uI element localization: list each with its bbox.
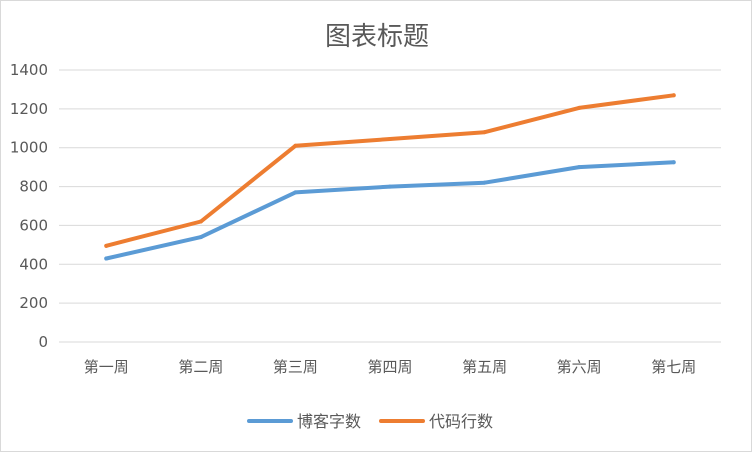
chart-title: 图表标题 xyxy=(325,22,429,52)
legend-label: 代码行数 xyxy=(429,412,493,431)
x-tick-label: 第七周 xyxy=(651,358,696,376)
series-lines xyxy=(104,93,676,261)
y-tick-label: 200 xyxy=(19,294,48,312)
data-point xyxy=(198,219,203,224)
y-tick-label: 400 xyxy=(19,255,48,273)
y-tick-label: 1000 xyxy=(10,139,48,157)
data-point xyxy=(388,184,392,189)
series-line-0 xyxy=(104,160,676,261)
data-point xyxy=(104,243,109,248)
x-tick-label: 第三周 xyxy=(273,358,318,376)
x-tick-label: 第五周 xyxy=(462,358,507,376)
x-tick-label: 第四周 xyxy=(367,358,412,376)
x-tick-label: 第六周 xyxy=(557,358,602,376)
x-tick-label: 第一周 xyxy=(84,358,129,376)
data-point xyxy=(671,93,676,98)
data-point xyxy=(482,130,487,135)
data-point xyxy=(388,136,392,141)
x-axis-ticks: 第一周 第二周 第三周 第四周 第五周 第六周 第七周 xyxy=(84,358,696,376)
legend-label: 博客字数 xyxy=(297,412,361,431)
y-tick-label: 1200 xyxy=(10,100,48,118)
y-tick-label: 800 xyxy=(19,178,48,196)
y-axis-ticks: 0 200 400 600 800 1000 1200 1400 xyxy=(10,61,48,351)
data-point xyxy=(293,190,298,195)
y-tick-label: 0 xyxy=(38,333,48,351)
series-line-1 xyxy=(104,93,676,248)
data-point xyxy=(577,165,582,170)
x-tick-label: 第二周 xyxy=(178,358,223,376)
legend: 博客字数 代码行数 xyxy=(247,412,493,431)
data-point xyxy=(198,235,203,240)
data-point xyxy=(577,105,582,110)
y-tick-label: 1400 xyxy=(10,61,48,79)
data-point xyxy=(104,256,109,261)
data-point xyxy=(671,160,676,165)
y-tick-label: 600 xyxy=(19,216,48,234)
data-point xyxy=(482,180,487,185)
gridlines xyxy=(59,69,721,343)
data-point xyxy=(293,143,298,148)
